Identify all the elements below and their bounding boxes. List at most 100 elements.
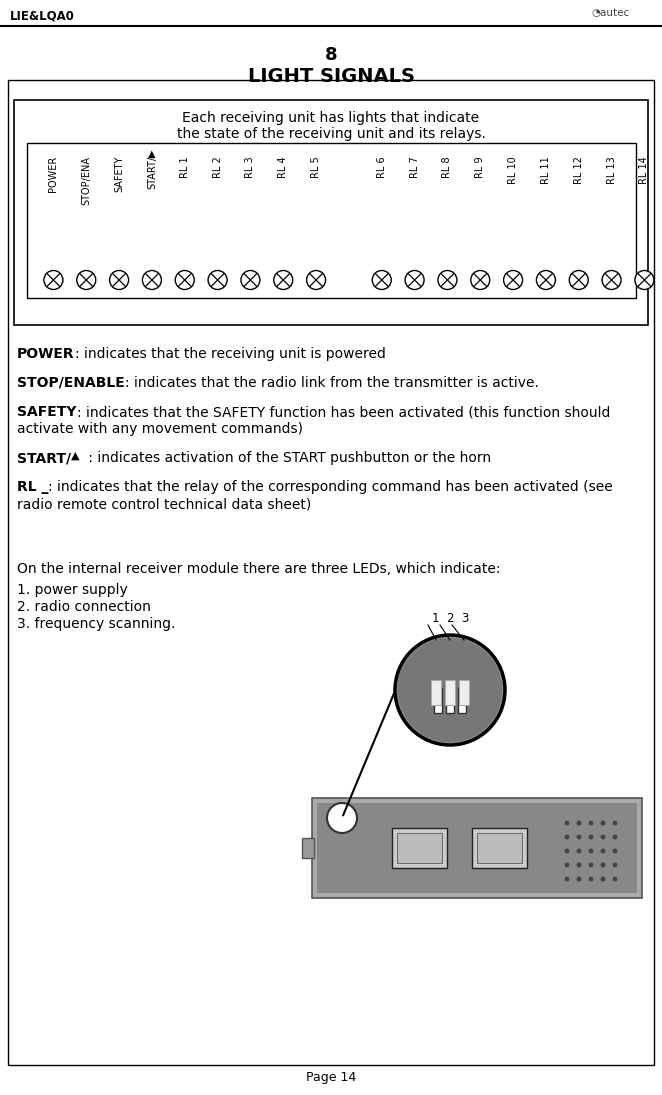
Circle shape — [241, 270, 260, 289]
Text: START/: START/ — [17, 451, 71, 465]
Circle shape — [307, 270, 326, 289]
Circle shape — [274, 270, 293, 289]
Text: radio remote control technical data sheet): radio remote control technical data shee… — [17, 497, 311, 511]
Text: Each receiving unit has lights that indicate: Each receiving unit has lights that indi… — [183, 111, 479, 125]
Text: ▲: ▲ — [148, 149, 156, 159]
Text: POWER: POWER — [17, 347, 75, 361]
Circle shape — [577, 849, 581, 853]
Bar — [392, 828, 447, 868]
Text: Page 14: Page 14 — [306, 1072, 356, 1084]
Circle shape — [577, 820, 581, 826]
Text: On the internal receiver module there are three LEDs, which indicate:: On the internal receiver module there ar… — [17, 562, 500, 576]
Circle shape — [600, 849, 606, 853]
Text: STOP/ENABLE: STOP/ENABLE — [17, 376, 124, 390]
Bar — [459, 680, 469, 705]
Text: ◔autec: ◔autec — [592, 8, 630, 18]
Circle shape — [589, 820, 594, 826]
Bar — [397, 833, 442, 863]
Text: the state of the receiving unit and its relays.: the state of the receiving unit and its … — [177, 127, 485, 141]
Circle shape — [589, 849, 594, 853]
Circle shape — [327, 803, 357, 833]
Text: : indicates that the receiving unit is powered: : indicates that the receiving unit is p… — [75, 347, 385, 361]
Bar — [472, 828, 527, 868]
Text: : indicates activation of the START pushbutton or the horn: : indicates activation of the START push… — [84, 451, 491, 465]
Circle shape — [612, 863, 618, 867]
Text: RL 14: RL 14 — [639, 155, 649, 184]
Circle shape — [589, 863, 594, 867]
Text: LIGHT SIGNALS: LIGHT SIGNALS — [248, 67, 414, 85]
Circle shape — [372, 270, 391, 289]
Circle shape — [208, 270, 227, 289]
Circle shape — [600, 834, 606, 840]
Circle shape — [635, 270, 654, 289]
Bar — [446, 688, 454, 713]
Bar — [302, 838, 314, 858]
Bar — [14, 100, 648, 325]
Circle shape — [438, 270, 457, 289]
Bar — [27, 143, 636, 298]
Bar — [434, 688, 442, 713]
Circle shape — [398, 638, 502, 742]
Circle shape — [504, 270, 522, 289]
Bar — [312, 798, 642, 898]
Text: : indicates that the radio link from the transmitter is active.: : indicates that the radio link from the… — [124, 376, 539, 390]
Text: RL 1: RL 1 — [180, 155, 190, 177]
Text: RL 9: RL 9 — [475, 155, 485, 177]
Bar — [477, 833, 522, 863]
Text: RL 7: RL 7 — [410, 155, 420, 177]
Text: 1. power supply: 1. power supply — [17, 583, 128, 597]
Text: : indicates that the relay of the corresponding command has been activated (see: : indicates that the relay of the corres… — [48, 480, 613, 494]
Circle shape — [612, 849, 618, 853]
Text: SAFETY: SAFETY — [17, 405, 77, 419]
Bar — [431, 680, 441, 705]
Circle shape — [565, 849, 569, 853]
Text: RL 11: RL 11 — [541, 155, 551, 184]
Circle shape — [612, 876, 618, 881]
Text: 3. frequency scanning.: 3. frequency scanning. — [17, 616, 175, 631]
Text: RL 5: RL 5 — [311, 155, 321, 177]
Bar — [445, 680, 455, 705]
Circle shape — [395, 635, 505, 745]
Circle shape — [589, 876, 594, 881]
Text: RL 8: RL 8 — [442, 155, 452, 177]
Circle shape — [565, 820, 569, 826]
Circle shape — [44, 270, 63, 289]
Circle shape — [142, 270, 162, 289]
Bar — [8, 80, 654, 1065]
Bar — [317, 803, 637, 894]
Circle shape — [577, 863, 581, 867]
Circle shape — [600, 820, 606, 826]
Circle shape — [565, 863, 569, 867]
Text: RL 12: RL 12 — [574, 155, 584, 184]
Text: LIE&LQA0: LIE&LQA0 — [10, 10, 75, 23]
Circle shape — [77, 270, 96, 289]
Circle shape — [600, 876, 606, 881]
Circle shape — [110, 270, 128, 289]
Text: POWER: POWER — [48, 155, 58, 193]
Text: 8: 8 — [324, 46, 338, 64]
Text: START/: START/ — [147, 155, 157, 189]
Circle shape — [405, 270, 424, 289]
Text: RL 10: RL 10 — [508, 155, 518, 184]
Circle shape — [565, 834, 569, 840]
Circle shape — [612, 820, 618, 826]
Circle shape — [612, 834, 618, 840]
Text: RL 13: RL 13 — [606, 155, 616, 184]
Bar — [458, 688, 466, 713]
Text: RL 4: RL 4 — [278, 155, 288, 177]
Circle shape — [602, 270, 621, 289]
Text: 2. radio connection: 2. radio connection — [17, 600, 151, 614]
Circle shape — [471, 270, 490, 289]
Circle shape — [600, 863, 606, 867]
Circle shape — [569, 270, 589, 289]
Text: RL 3: RL 3 — [246, 155, 256, 177]
Text: : indicates that the SAFETY function has been activated (this function should: : indicates that the SAFETY function has… — [77, 405, 610, 419]
Circle shape — [536, 270, 555, 289]
Text: RL 6: RL 6 — [377, 155, 387, 177]
Text: STOP/ENA: STOP/ENA — [81, 155, 91, 205]
Text: RL 2: RL 2 — [213, 155, 222, 177]
Text: SAFETY: SAFETY — [114, 155, 124, 193]
Circle shape — [577, 876, 581, 881]
Text: 1  2  3: 1 2 3 — [432, 612, 469, 625]
Circle shape — [565, 876, 569, 881]
